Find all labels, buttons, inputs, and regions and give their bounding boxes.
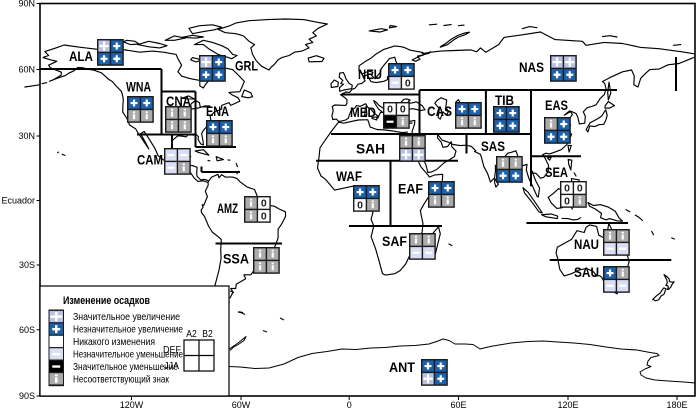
svg-text:0: 0 xyxy=(577,183,583,195)
svg-text:CNA: CNA xyxy=(166,93,191,109)
svg-text:SSA: SSA xyxy=(223,251,249,267)
svg-text:0: 0 xyxy=(400,104,406,116)
svg-text:0: 0 xyxy=(261,210,267,222)
svg-text:SEA: SEA xyxy=(545,164,568,180)
svg-text:AMZ: AMZ xyxy=(217,200,238,216)
svg-text:TIB: TIB xyxy=(495,92,514,108)
svg-text:ALA: ALA xyxy=(69,48,93,64)
svg-text:B2: B2 xyxy=(202,329,213,340)
svg-text:SAU: SAU xyxy=(574,264,599,280)
svg-text:WAF: WAF xyxy=(336,168,362,184)
svg-text:0: 0 xyxy=(405,77,411,89)
svg-text:GRL: GRL xyxy=(235,58,258,74)
svg-text:SAH: SAH xyxy=(356,141,385,157)
svg-text:0: 0 xyxy=(564,195,570,207)
svg-text:DEF: DEF xyxy=(163,345,181,356)
svg-text:MED: MED xyxy=(350,104,376,120)
svg-text:0: 0 xyxy=(564,183,570,195)
svg-text:0: 0 xyxy=(347,400,352,410)
svg-text:NAS: NAS xyxy=(519,59,544,75)
svg-text:0: 0 xyxy=(357,199,363,211)
svg-text:60N: 60N xyxy=(18,65,35,75)
svg-text:Никакого изменения: Никакого изменения xyxy=(73,337,155,348)
svg-text:120W: 120W xyxy=(120,400,144,410)
svg-text:SAF: SAF xyxy=(382,233,407,249)
svg-text:Ecuador: Ecuador xyxy=(1,196,35,206)
svg-text:WNA: WNA xyxy=(126,79,151,95)
svg-text:30N: 30N xyxy=(18,131,35,141)
svg-text:Значительное увеличение: Значительное увеличение xyxy=(73,312,180,323)
svg-text:Незначительное уменьшение: Незначительное уменьшение xyxy=(73,350,183,361)
svg-text:Изменение осадков: Изменение осадков xyxy=(63,295,150,307)
svg-text:Значительное уменьшение: Значительное уменьшение xyxy=(73,362,178,373)
svg-text:CAS: CAS xyxy=(427,103,452,119)
svg-text:90N: 90N xyxy=(18,0,35,9)
svg-text:60S: 60S xyxy=(19,325,35,335)
svg-text:NEU: NEU xyxy=(358,66,382,82)
svg-text:Несоответствующий знак: Несоответствующий знак xyxy=(73,374,170,385)
svg-text:60W: 60W xyxy=(232,400,251,410)
svg-text:60E: 60E xyxy=(450,400,466,410)
svg-text:SAS: SAS xyxy=(481,138,505,154)
svg-text:180E: 180E xyxy=(666,400,687,410)
svg-text:A2: A2 xyxy=(186,329,197,340)
svg-text:JJA: JJA xyxy=(164,361,179,372)
svg-text:EAS: EAS xyxy=(545,97,568,113)
svg-text:NAU: NAU xyxy=(574,236,599,252)
svg-text:0: 0 xyxy=(387,104,393,116)
svg-text:ANT: ANT xyxy=(389,359,415,375)
svg-text:0: 0 xyxy=(261,198,267,210)
svg-text:120E: 120E xyxy=(557,400,578,410)
svg-text:90S: 90S xyxy=(19,391,35,401)
svg-text:30S: 30S xyxy=(19,260,35,270)
svg-text:CAM: CAM xyxy=(137,152,163,168)
svg-text:EAF: EAF xyxy=(398,181,423,197)
svg-text:ENA: ENA xyxy=(206,103,229,119)
svg-text:Незначительное увеличение: Незначительное увеличение xyxy=(73,325,183,336)
